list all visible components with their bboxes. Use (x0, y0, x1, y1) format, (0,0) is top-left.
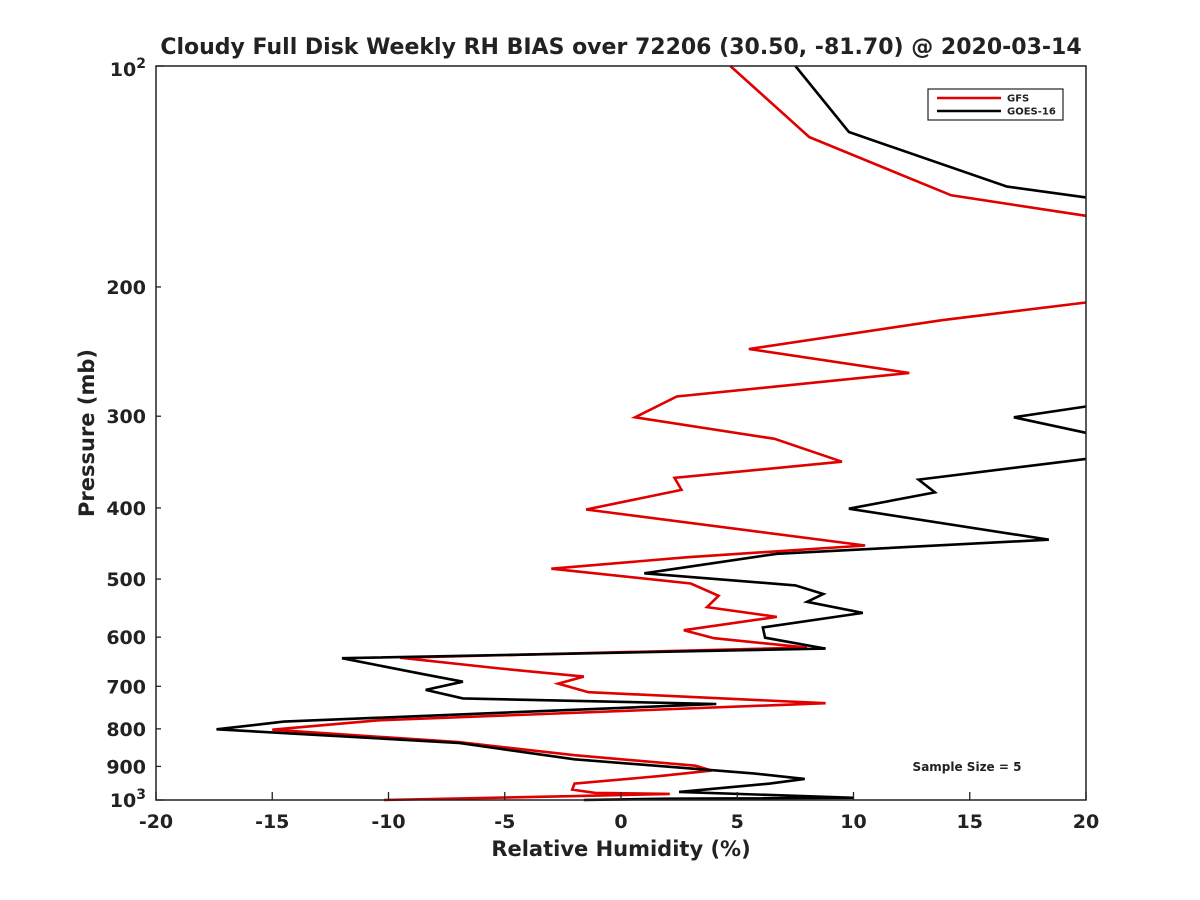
x-tick-label: -20 (139, 811, 173, 833)
series-layer (216, 65, 1087, 802)
y-tick-label: 500 (106, 569, 146, 591)
y-tick-label: 300 (106, 406, 146, 428)
y-tick-label: 400 (106, 498, 146, 520)
sample-size-annotation: Sample Size = 5 (913, 760, 1022, 774)
x-tick-label: 20 (1073, 811, 1099, 833)
legend: GFS GOES-16 (927, 88, 1064, 121)
x-tick-label: 5 (731, 811, 744, 833)
x-axis-label: Relative Humidity (%) (491, 837, 750, 861)
x-tick-label: 15 (957, 811, 983, 833)
y-axis-label: Pressure (mb) (75, 349, 99, 517)
y-tick-label: 200 (106, 277, 146, 299)
legend-label-gfs: GFS (1007, 94, 1029, 105)
x-axis: -20 -15 -10 -5 0 5 10 15 20 (139, 792, 1099, 833)
legend-label-goes16: GOES-16 (1007, 107, 1056, 118)
x-tick-label: -5 (494, 811, 515, 833)
y-tick-label: 600 (106, 627, 146, 649)
y-tick-label-top: 102 (110, 56, 146, 81)
x-tick-label: -10 (371, 811, 405, 833)
plot-frame (155, 65, 1087, 801)
series-goes16-line-2 (1013, 405, 1087, 435)
series-goes16-line-1 (794, 65, 1087, 199)
series-gfs-line-1 (729, 65, 1087, 218)
y-tick-label: 700 (106, 676, 146, 698)
series-goes16-line-3 (216, 457, 1087, 802)
x-tick-label: 0 (614, 811, 627, 833)
chart-title: Cloudy Full Disk Weekly RH BIAS over 722… (160, 35, 1081, 60)
x-tick-label: -15 (255, 811, 289, 833)
y-axis: 200 300 400 500 600 700 800 900 102 103 (106, 56, 164, 812)
y-tick-label: 800 (106, 719, 146, 741)
x-tick-label: 10 (840, 811, 866, 833)
y-tick-label-bottom: 103 (110, 787, 146, 812)
legend-box (927, 88, 1064, 121)
series-gfs-line-2 (272, 301, 1087, 802)
y-tick-label: 900 (106, 756, 146, 778)
